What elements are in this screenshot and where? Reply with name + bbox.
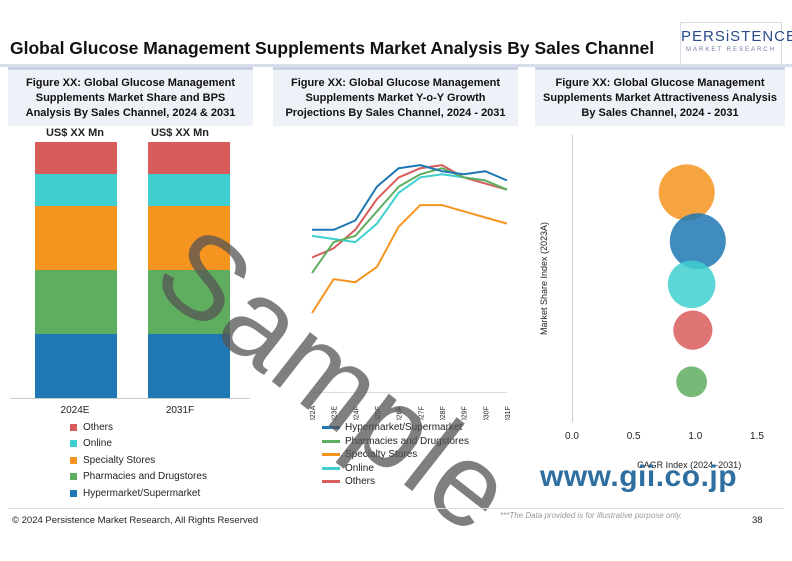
logo-tagline: MARKET RESEARCH [686,47,776,53]
legend-item-specialty-stores: Specialty Stores [70,452,207,469]
legend-label: Online [83,438,112,450]
legend-label: Specialty Stores [83,454,156,466]
bubble-others [673,310,713,350]
bubble-y-axis-label: Market Share Index (2023A) [539,222,549,335]
page-number: 38 [752,515,763,526]
bubble-online [667,260,716,309]
bubble-x-tick-label: 0.5 [627,431,641,442]
legend-item-online: Online [70,436,207,453]
bar-segment-hypermarket-supermarket [148,334,230,398]
footer-copyright: © 2024 Persistence Market Research, All … [12,515,259,526]
line-x-tick-label: 2023E [332,405,339,420]
legend-label: Online [345,462,374,474]
bubble-x-tick-label: 0.0 [565,431,579,442]
line-x-tick-label: 2022A [310,405,317,420]
panel-attractiveness-title: Figure XX: Global Glucose Management Sup… [535,67,785,126]
legend-line-swatch [322,466,340,470]
header-band [0,64,792,67]
line-x-tick-label: 2026F [397,406,404,420]
legend-line-swatch [322,426,340,430]
line-series-pharmacies-and-drugstores [311,167,508,274]
bubble-pharmacies-and-drugstores [676,366,708,398]
legend-item-others: Others [70,419,207,436]
panel-attractiveness-title-text: Figure XX: Global Glucose Management Sup… [543,76,777,119]
legend-swatch [70,473,77,481]
bubble-hypermarket-supermarket [669,213,726,270]
line-x-tick-label: 2027F [418,406,425,420]
legend-label: Others [345,476,376,488]
legend-item-pharmacies-and-drugstores: Pharmacies and Drugstores [322,435,469,449]
legend-item-pharmacies-and-drugstores: Pharmacies and Drugstores [70,469,207,486]
legend-line-swatch [322,480,340,484]
line-x-tick-label: 2030F [483,406,490,420]
bar-segment-hypermarket-supermarket [35,334,117,398]
bar-column-label: US$ XX Mn [45,127,105,139]
bubble-x-axis-label: CAGR Index (2024–2031) [637,460,741,470]
legend-item-others: Others [322,475,469,489]
page-title: Global Glucose Management Supplements Ma… [10,38,655,58]
legend-swatch [70,456,77,464]
legend-label: Specialty Stores [345,449,418,461]
legend-label: Hypermarket/Supermarket [83,487,201,499]
legend-swatch [70,423,77,431]
bar-segment-online [148,174,230,206]
line-chart-legend: Hypermarket/Supermarket Pharmacies and Dr… [322,421,469,489]
legend-label: Hypermarket/Supermarket [345,422,463,434]
panel-growth-title-text: Figure XX: Global Glucose Management Sup… [285,76,506,119]
line-x-tick-label: 2028F [440,406,447,420]
panel-share-title: Figure XX: Global Glucose Management Sup… [8,67,253,126]
footer-divider [8,508,784,509]
line-x-tick-label: 2029F [462,406,469,420]
legend-item-specialty-stores: Specialty Stores [322,448,469,462]
bar-segment-online [35,174,117,206]
panel-growth-title: Figure XX: Global Glucose Management Sup… [273,67,518,126]
line-x-tick-label: 2025F [375,406,382,420]
legend-line-swatch [322,453,340,457]
legend-swatch [70,440,77,448]
legend-label: Others [83,421,114,433]
footer-note: ***The Data provided is for illustrative… [500,511,683,520]
line-x-tick-label: 2024F [353,406,360,420]
legend-item-hypermarket-supermarket: Hypermarket/Supermarket [70,485,207,502]
legend-item-hypermarket-supermarket: Hypermarket/Supermarket [322,421,469,435]
bar-segment-specialty-stores [148,206,230,270]
growth-line-chart: 2022A 2023E 2024F 2025F 2026F 2027F 2028F 2029F… [310,164,512,420]
line-series-online [311,173,508,244]
bar-category-label: 2024E [60,405,90,416]
line-x-tick-label: 2031F [505,406,512,420]
bubble-x-tick-label: 1.0 [688,431,702,442]
bar-segment-others [148,142,230,174]
logo-name: PERSiSTENCE [681,28,792,45]
bar-segment-specialty-stores [35,206,117,270]
bubble-x-tick-label: 1.5 [750,431,764,442]
legend-swatch [70,489,77,497]
bar-segment-others [35,142,117,174]
gii-watermark: www.gii.co.jp [540,460,738,493]
line-series-hypermarket-supermarket [312,164,508,231]
bar-segment-pharmacies-and-drugstores [35,270,117,334]
bar-column-label: US$ XX Mn [150,127,210,139]
stacked-bar-chart [10,142,250,399]
panel-share-title-text: Figure XX: Global Glucose Management Sup… [25,76,236,119]
legend-item-online: Online [322,462,469,476]
legend-label: Pharmacies and Drugstores [83,471,207,483]
attractiveness-bubble-chart: 0.0 0.5 1.0 1.5 CAGR Index (2024–2031) Market… [539,135,764,470]
bar-chart-legend: Others Online Specialty Stores Pharmacies a… [70,419,207,502]
legend-label: Pharmacies and Drugstores [345,435,469,447]
legend-line-swatch [322,439,340,443]
persistence-logo: PERSiSTENCE MARKET RESEARCH [680,22,792,66]
line-series-specialty-stores [311,204,508,314]
bar-segment-pharmacies-and-drugstores [148,270,230,334]
bubble-specialty-stores [658,164,715,221]
bar-category-label: 2031F [165,405,195,416]
